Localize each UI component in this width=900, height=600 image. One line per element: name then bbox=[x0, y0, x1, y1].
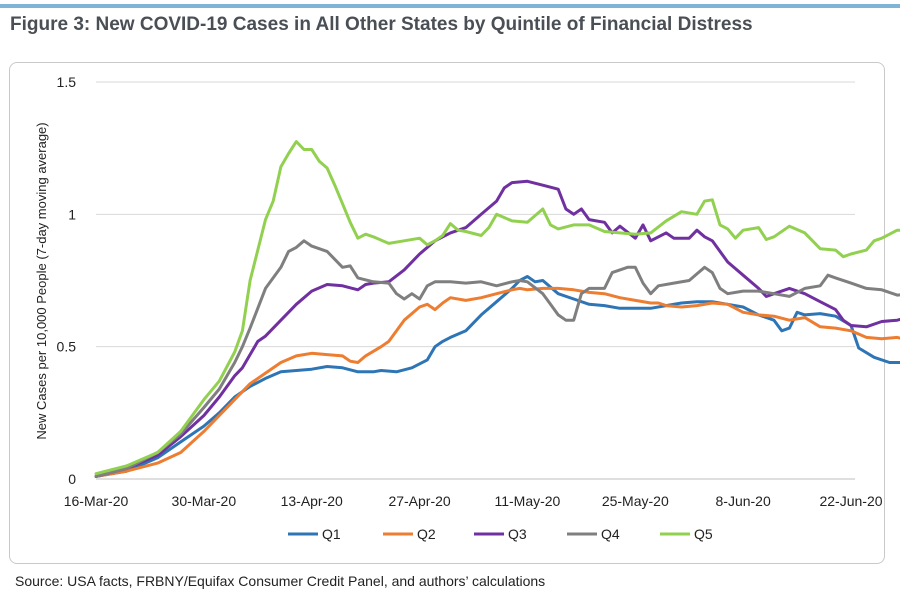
chart-frame bbox=[9, 62, 885, 564]
legend-label-q5: Q5 bbox=[694, 526, 713, 542]
y-tick-label: 0 bbox=[68, 471, 76, 487]
legend-label-q2: Q2 bbox=[417, 526, 436, 542]
series-line-q3 bbox=[94, 179, 900, 478]
x-tick-label: 30-Mar-20 bbox=[172, 493, 237, 509]
y-tick-label: 1.5 bbox=[57, 74, 77, 90]
y-axis-title: New Cases per 10,000 People (7-day movin… bbox=[34, 122, 49, 439]
x-tick-label: 8-Jun-20 bbox=[716, 493, 771, 509]
figure-title: Figure 3: New COVID-19 Cases in All Othe… bbox=[10, 14, 753, 35]
series-line-q5 bbox=[94, 140, 900, 476]
y-tick-label: 1 bbox=[68, 206, 76, 222]
legend-label-q3: Q3 bbox=[508, 526, 527, 542]
legend-label-q1: Q1 bbox=[322, 526, 341, 542]
series-line-q2 bbox=[94, 286, 900, 478]
title-accent-rule bbox=[0, 4, 900, 8]
series-line-q4 bbox=[94, 239, 900, 478]
series-line-q1 bbox=[94, 275, 900, 478]
source-note: Source: USA facts, FRBNY/Equifax Consume… bbox=[15, 573, 546, 589]
x-tick-label: 16-Mar-20 bbox=[64, 493, 129, 509]
legend-label-q4: Q4 bbox=[601, 526, 620, 542]
x-tick-label: 13-Apr-20 bbox=[281, 493, 343, 509]
x-tick-label: 11-May-20 bbox=[494, 493, 560, 509]
x-tick-label: 22-Jun-20 bbox=[819, 493, 882, 509]
y-tick-label: 0.5 bbox=[57, 339, 77, 355]
x-tick-label: 27-Apr-20 bbox=[388, 493, 450, 509]
x-tick-label: 25-May-20 bbox=[602, 493, 669, 509]
